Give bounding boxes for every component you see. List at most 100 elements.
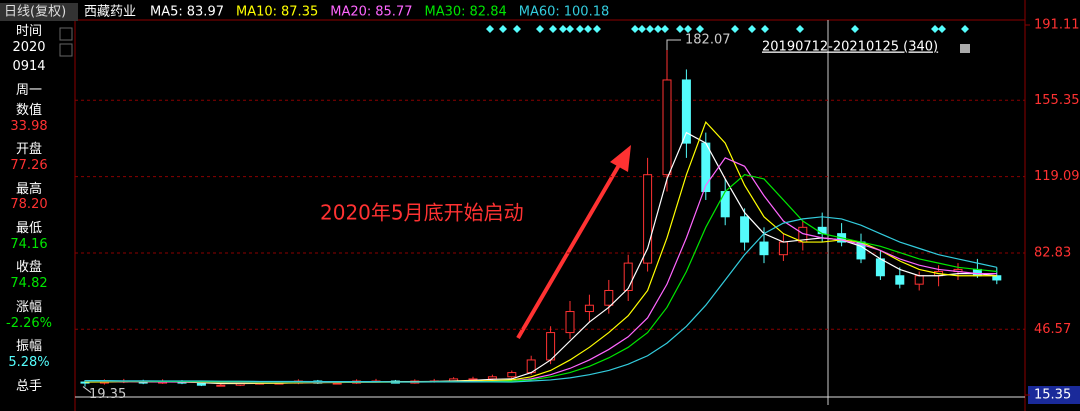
candle-body: [720, 191, 730, 218]
candle-body: [507, 372, 517, 378]
signal-marker: [486, 25, 494, 33]
signal-marker: [654, 25, 662, 33]
signal-marker: [566, 25, 574, 33]
legend-name: MA30:: [424, 5, 465, 20]
legend-value: 83.97: [187, 5, 224, 20]
signal-marker: [796, 25, 804, 33]
min-label: 19.35: [89, 387, 126, 402]
candle-body: [643, 174, 653, 264]
annotation: 2020年5月底开始启动: [320, 201, 524, 225]
sidebar-item: -2.26%: [6, 315, 52, 331]
period-box: [0, 3, 78, 21]
settings-icon[interactable]: [59, 43, 73, 57]
sidebar-item: 78.20: [10, 197, 48, 213]
candle-body: [487, 376, 497, 380]
candle-body: [740, 216, 750, 243]
signal-marker: [576, 25, 584, 33]
sidebar-item: 收盘: [15, 260, 42, 276]
candle-body: [759, 241, 769, 256]
legend-value: 87.35: [281, 5, 318, 20]
signal-markers: [486, 25, 969, 33]
sidebar-item: 时间: [15, 24, 42, 39]
sidebar-item: 77.26: [10, 157, 48, 173]
y-tick-label: 191.11: [1034, 18, 1080, 33]
signal-marker: [961, 25, 969, 33]
candle-body: [584, 304, 594, 313]
signal-marker: [559, 25, 567, 33]
signal-marker: [536, 25, 544, 33]
signal-marker: [851, 25, 859, 33]
sidebar-item: 总手: [15, 378, 42, 394]
max-pointer: [666, 39, 681, 51]
signal-marker: [646, 25, 654, 33]
sidebar-item: 振幅: [15, 339, 42, 355]
signal-marker: [593, 25, 601, 33]
y-tick-label: 119.09: [1034, 169, 1080, 184]
legend-value: 82.84: [470, 5, 507, 20]
legend-name: MA20:: [330, 5, 371, 20]
min-pointer: [82, 386, 92, 393]
sidebar-item: 2020: [12, 39, 46, 55]
sidebar-item: 0914: [12, 59, 46, 75]
signal-marker: [748, 25, 756, 33]
signal-marker: [761, 25, 769, 33]
sidebar-item: 最高: [15, 181, 42, 197]
signal-marker: [731, 25, 739, 33]
signal-marker: [931, 25, 939, 33]
legend-name: MA60:: [519, 5, 560, 20]
signal-marker: [938, 25, 946, 33]
candle-body: [817, 226, 827, 235]
stock-name: 西藏药业: [84, 5, 136, 20]
sidebar-item: 涨幅: [15, 299, 42, 315]
sidebar-item: 最低: [15, 221, 42, 236]
signal-marker: [661, 25, 669, 33]
signal-marker: [696, 25, 704, 33]
candle-body: [914, 275, 924, 285]
range-label: 20190712-20210125 (340): [762, 40, 938, 55]
candle-body: [662, 79, 672, 176]
sidebar-item: 周一: [15, 83, 42, 99]
signal-marker: [513, 25, 521, 33]
arrow-head: [610, 145, 631, 172]
signal-marker: [684, 25, 692, 33]
ma-line: [85, 216, 997, 383]
candle-body: [778, 241, 788, 256]
sidebar-item: 74.16: [10, 236, 48, 252]
sidebar-item: 开盘: [15, 142, 42, 158]
legend-value: 85.77: [375, 5, 412, 20]
sidebar-item: 33.98: [10, 118, 48, 134]
candle-body: [216, 384, 226, 387]
candle-body: [196, 382, 206, 386]
candle-body: [604, 289, 614, 306]
candle-body: [623, 262, 633, 291]
y-tick-label: 155.35: [1034, 93, 1080, 108]
signal-marker: [638, 25, 646, 33]
sidebar-item: 数值: [15, 102, 42, 118]
lock-icon[interactable]: [960, 44, 970, 53]
bottom-tick-box: [1028, 386, 1080, 404]
signal-marker: [584, 25, 592, 33]
signal-marker: [631, 25, 639, 33]
signal-marker: [499, 25, 507, 33]
candle-body: [681, 79, 691, 144]
legend-value: 100.18: [564, 5, 610, 20]
candle-body: [332, 382, 342, 385]
ma-line: [85, 174, 997, 383]
candle-body: [895, 275, 905, 285]
candle-body: [565, 311, 575, 334]
candle-body: [546, 332, 556, 361]
signal-marker: [549, 25, 557, 33]
y-tick-label: 15.35: [1034, 388, 1071, 403]
arrow-shaft: [516, 158, 624, 340]
candle-body: [875, 258, 885, 277]
close-icon[interactable]: [59, 27, 73, 41]
legend-name: MA5:: [150, 5, 183, 20]
max-label: 182.07: [685, 33, 731, 48]
sidebar-item: 74.82: [10, 276, 48, 292]
signal-marker: [676, 25, 684, 33]
candle-body: [992, 275, 1002, 281]
period: 日线(复权): [4, 4, 66, 20]
